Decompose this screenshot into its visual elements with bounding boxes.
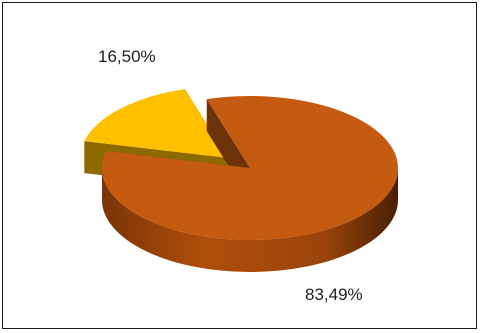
pie-slice-top [84, 89, 229, 158]
pie-slice-side [102, 168, 398, 272]
data-label-slice-2: 16,50% [98, 47, 156, 66]
pie-slice-1 [102, 96, 398, 272]
pie-slice-top [102, 96, 398, 241]
data-label-slice-1: 83,49% [305, 285, 363, 304]
